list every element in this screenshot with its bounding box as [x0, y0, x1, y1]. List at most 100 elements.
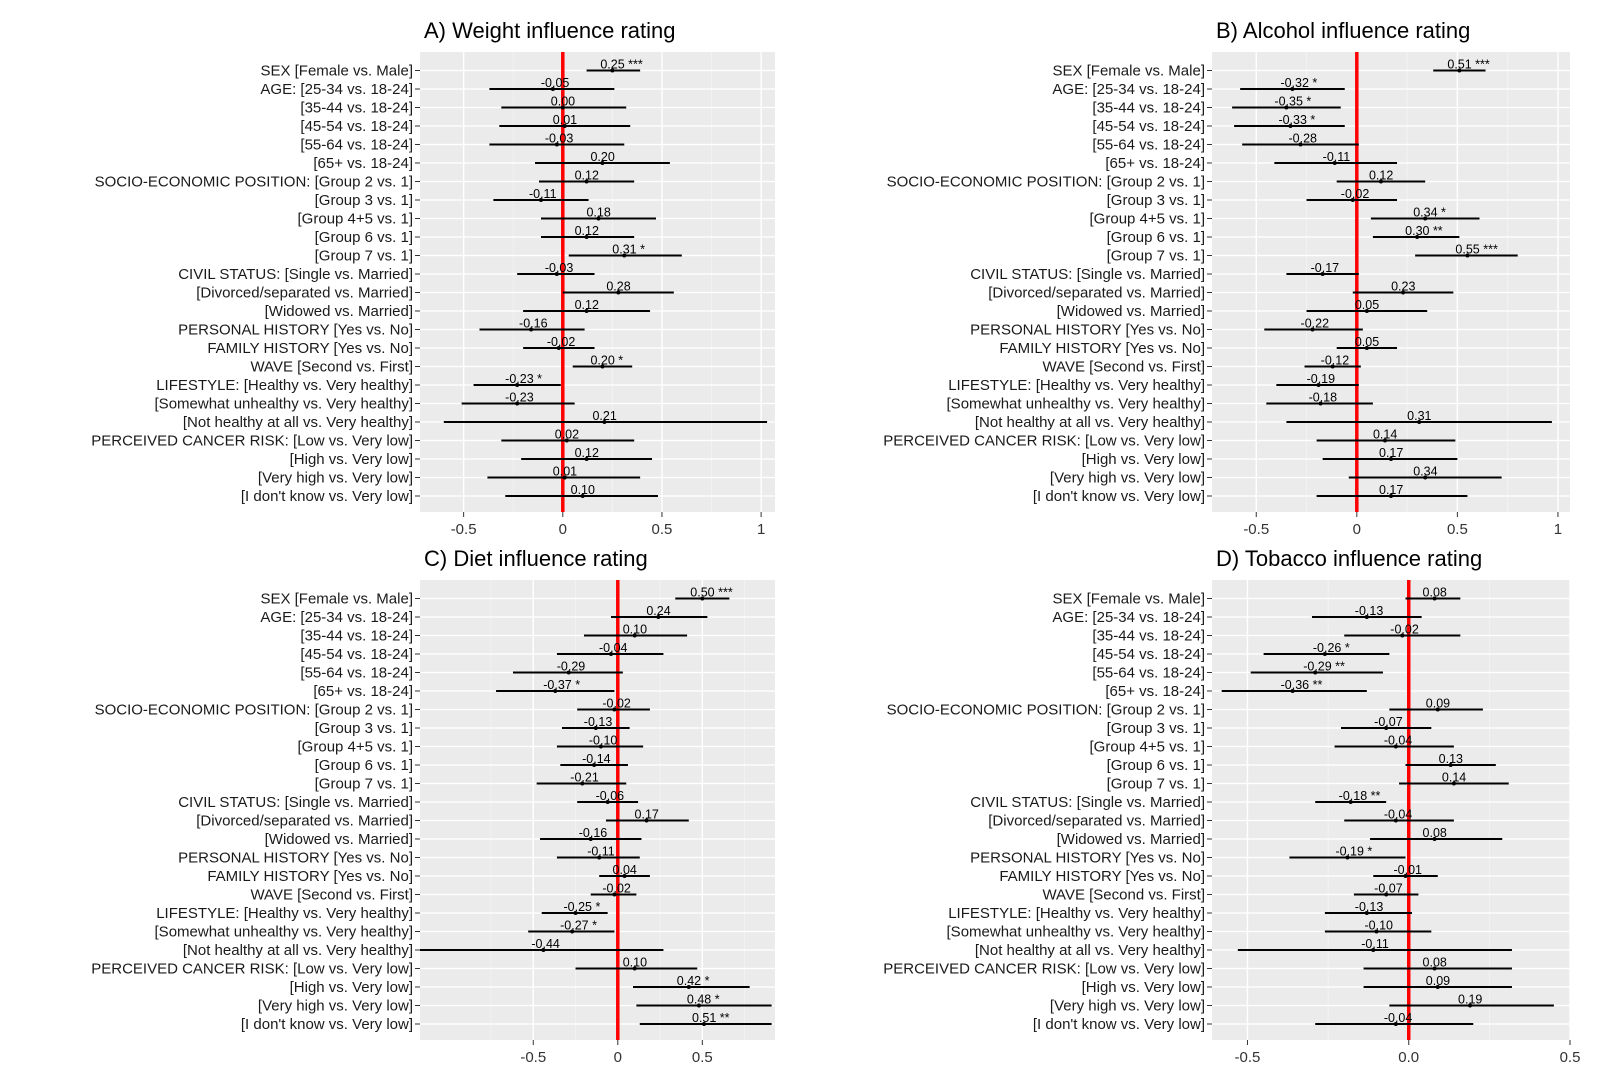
- estimate-label: -0.29 **: [1303, 660, 1345, 674]
- estimate-label: -0.23: [505, 391, 534, 405]
- estimate-label: -0.11: [1323, 150, 1351, 164]
- estimate-label: 0.21: [592, 409, 616, 423]
- estimate-label: 0.10: [571, 483, 595, 497]
- estimate-label: 0.17: [635, 808, 659, 822]
- row-label: AGE: [25-34 vs. 18-24]: [1052, 81, 1205, 98]
- estimate-label: 0.30 **: [1405, 224, 1443, 238]
- row-label: [Group 3 vs. 1]: [315, 720, 413, 737]
- point-estimate: [554, 272, 559, 276]
- row-label: [Divorced/separated vs. Married]: [988, 813, 1205, 830]
- point-estimate: [566, 670, 571, 675]
- estimate-label: -0.33 *: [1278, 113, 1315, 127]
- estimate-label: -0.44: [531, 937, 560, 951]
- estimate-label: 0.31 *: [612, 243, 645, 257]
- point-estimate: [700, 596, 705, 601]
- point-estimate: [1468, 1003, 1473, 1008]
- point-estimate: [1288, 124, 1293, 128]
- row-label: PERCEIVED CANCER RISK: [Low vs. Very low…: [91, 961, 413, 978]
- point-estimate: [1465, 253, 1470, 258]
- estimate-label: -0.10: [1364, 919, 1393, 933]
- estimate-label: -0.04: [1384, 734, 1413, 748]
- point-estimate: [1374, 929, 1379, 934]
- point-estimate: [538, 198, 543, 202]
- panel-background: [420, 52, 775, 512]
- estimate-label: -0.22: [1301, 317, 1330, 331]
- estimate-label: -0.02: [602, 697, 631, 711]
- point-estimate: [550, 87, 555, 91]
- point-estimate: [632, 966, 637, 971]
- point-estimate: [553, 689, 558, 693]
- estimate-label: 0.23: [1391, 280, 1415, 294]
- panel-tobacco: D) Tobacco influence rating 0.08 -0.13 -0.0…: [883, 546, 1580, 1066]
- row-label: [Group 7 vs. 1]: [315, 776, 413, 793]
- estimate-label: -0.16: [519, 317, 548, 331]
- x-tick-label: -0.5: [1243, 521, 1269, 538]
- estimate-label: 0.17: [1379, 446, 1403, 460]
- estimate-label: -0.04: [1384, 808, 1413, 822]
- row-label: SEX [Female vs. Male]: [1052, 591, 1205, 608]
- row-label: [Group 6 vs. 1]: [315, 757, 413, 774]
- estimate-label: -0.02: [1390, 623, 1419, 637]
- panel-background: [1212, 580, 1570, 1040]
- estimate-label: -0.12: [1321, 354, 1350, 368]
- estimate-label: 0.28: [606, 280, 630, 294]
- row-label: [55-64 vs. 18-24]: [300, 665, 413, 682]
- row-label: [Very high vs. Very low]: [258, 470, 413, 487]
- row-label: [65+ vs. 18-24]: [313, 683, 413, 700]
- x-tick-label: -0.5: [520, 1049, 546, 1066]
- point-estimate: [580, 494, 585, 498]
- row-label: [High vs. Very low]: [1082, 979, 1205, 996]
- row-label: WAVE [Second vs. First]: [250, 359, 413, 376]
- row-label: SOCIO-ECONOMIC POSITION: [Group 2 vs. 1]: [95, 174, 413, 191]
- estimate-label: 0.14: [1373, 428, 1397, 442]
- estimate-label: -0.19 *: [1335, 845, 1372, 859]
- estimate-label: -0.02: [1341, 187, 1370, 201]
- point-estimate: [1313, 670, 1318, 675]
- estimate-label: 0.09: [1426, 697, 1450, 711]
- point-estimate: [1384, 892, 1389, 897]
- row-label: PERSONAL HISTORY [Yes vs. No]: [970, 322, 1205, 339]
- point-estimate: [570, 929, 575, 934]
- row-label: [Somewhat unhealthy vs. Very healthy]: [947, 396, 1205, 413]
- row-label: [55-64 vs. 18-24]: [1092, 137, 1205, 154]
- estimate-label: -0.11: [529, 187, 557, 201]
- point-estimate: [1435, 985, 1440, 989]
- estimate-label: 0.12: [575, 298, 599, 312]
- row-label: LIFESTYLE: [Healthy vs. Very healthy]: [948, 377, 1205, 394]
- row-label: PERSONAL HISTORY [Yes vs. No]: [178, 322, 413, 339]
- estimate-label: 0.14: [1442, 771, 1466, 785]
- row-label: PERSONAL HISTORY [Yes vs. No]: [970, 850, 1205, 867]
- row-label: [Very high vs. Very low]: [1050, 998, 1205, 1015]
- estimate-label: 0.10: [623, 956, 647, 970]
- estimate-label: 0.51 ***: [1447, 58, 1490, 72]
- row-label: [65+ vs. 18-24]: [1105, 155, 1205, 172]
- point-estimate: [584, 457, 589, 461]
- estimate-label: 0.05: [1355, 335, 1379, 349]
- row-label: FAMILY HISTORY [Yes vs. No]: [999, 868, 1205, 885]
- estimate-label: -0.07: [1374, 882, 1403, 896]
- point-estimate: [1451, 781, 1456, 786]
- point-estimate: [1332, 161, 1337, 165]
- point-estimate: [573, 911, 578, 915]
- point-estimate: [1423, 475, 1428, 480]
- estimate-label: 0.00: [551, 95, 575, 109]
- row-label: AGE: [25-34 vs. 18-24]: [260, 81, 413, 98]
- estimate-label: 0.05: [1355, 298, 1379, 312]
- estimate-label: -0.13: [1355, 604, 1384, 618]
- row-label: [Widowed vs. Married]: [265, 831, 413, 848]
- x-tick-label: 0: [1353, 521, 1361, 538]
- row-label: [High vs. Very low]: [290, 979, 413, 996]
- point-estimate: [644, 818, 649, 823]
- row-label: WAVE [Second vs. First]: [250, 887, 413, 904]
- estimate-label: 0.12: [575, 169, 599, 183]
- row-label: [Divorced/separated vs. Married]: [988, 285, 1205, 302]
- panel-title: D) Tobacco influence rating: [1216, 546, 1482, 571]
- estimate-label: 0.48 *: [687, 993, 720, 1007]
- point-estimate: [1330, 364, 1335, 369]
- point-estimate: [1393, 744, 1398, 749]
- estimate-label: -0.02: [547, 335, 576, 349]
- point-estimate: [560, 105, 565, 110]
- estimate-label: -0.02: [602, 882, 631, 896]
- row-label: [Group 6 vs. 1]: [1107, 229, 1205, 246]
- row-label: [35-44 vs. 18-24]: [1092, 100, 1205, 117]
